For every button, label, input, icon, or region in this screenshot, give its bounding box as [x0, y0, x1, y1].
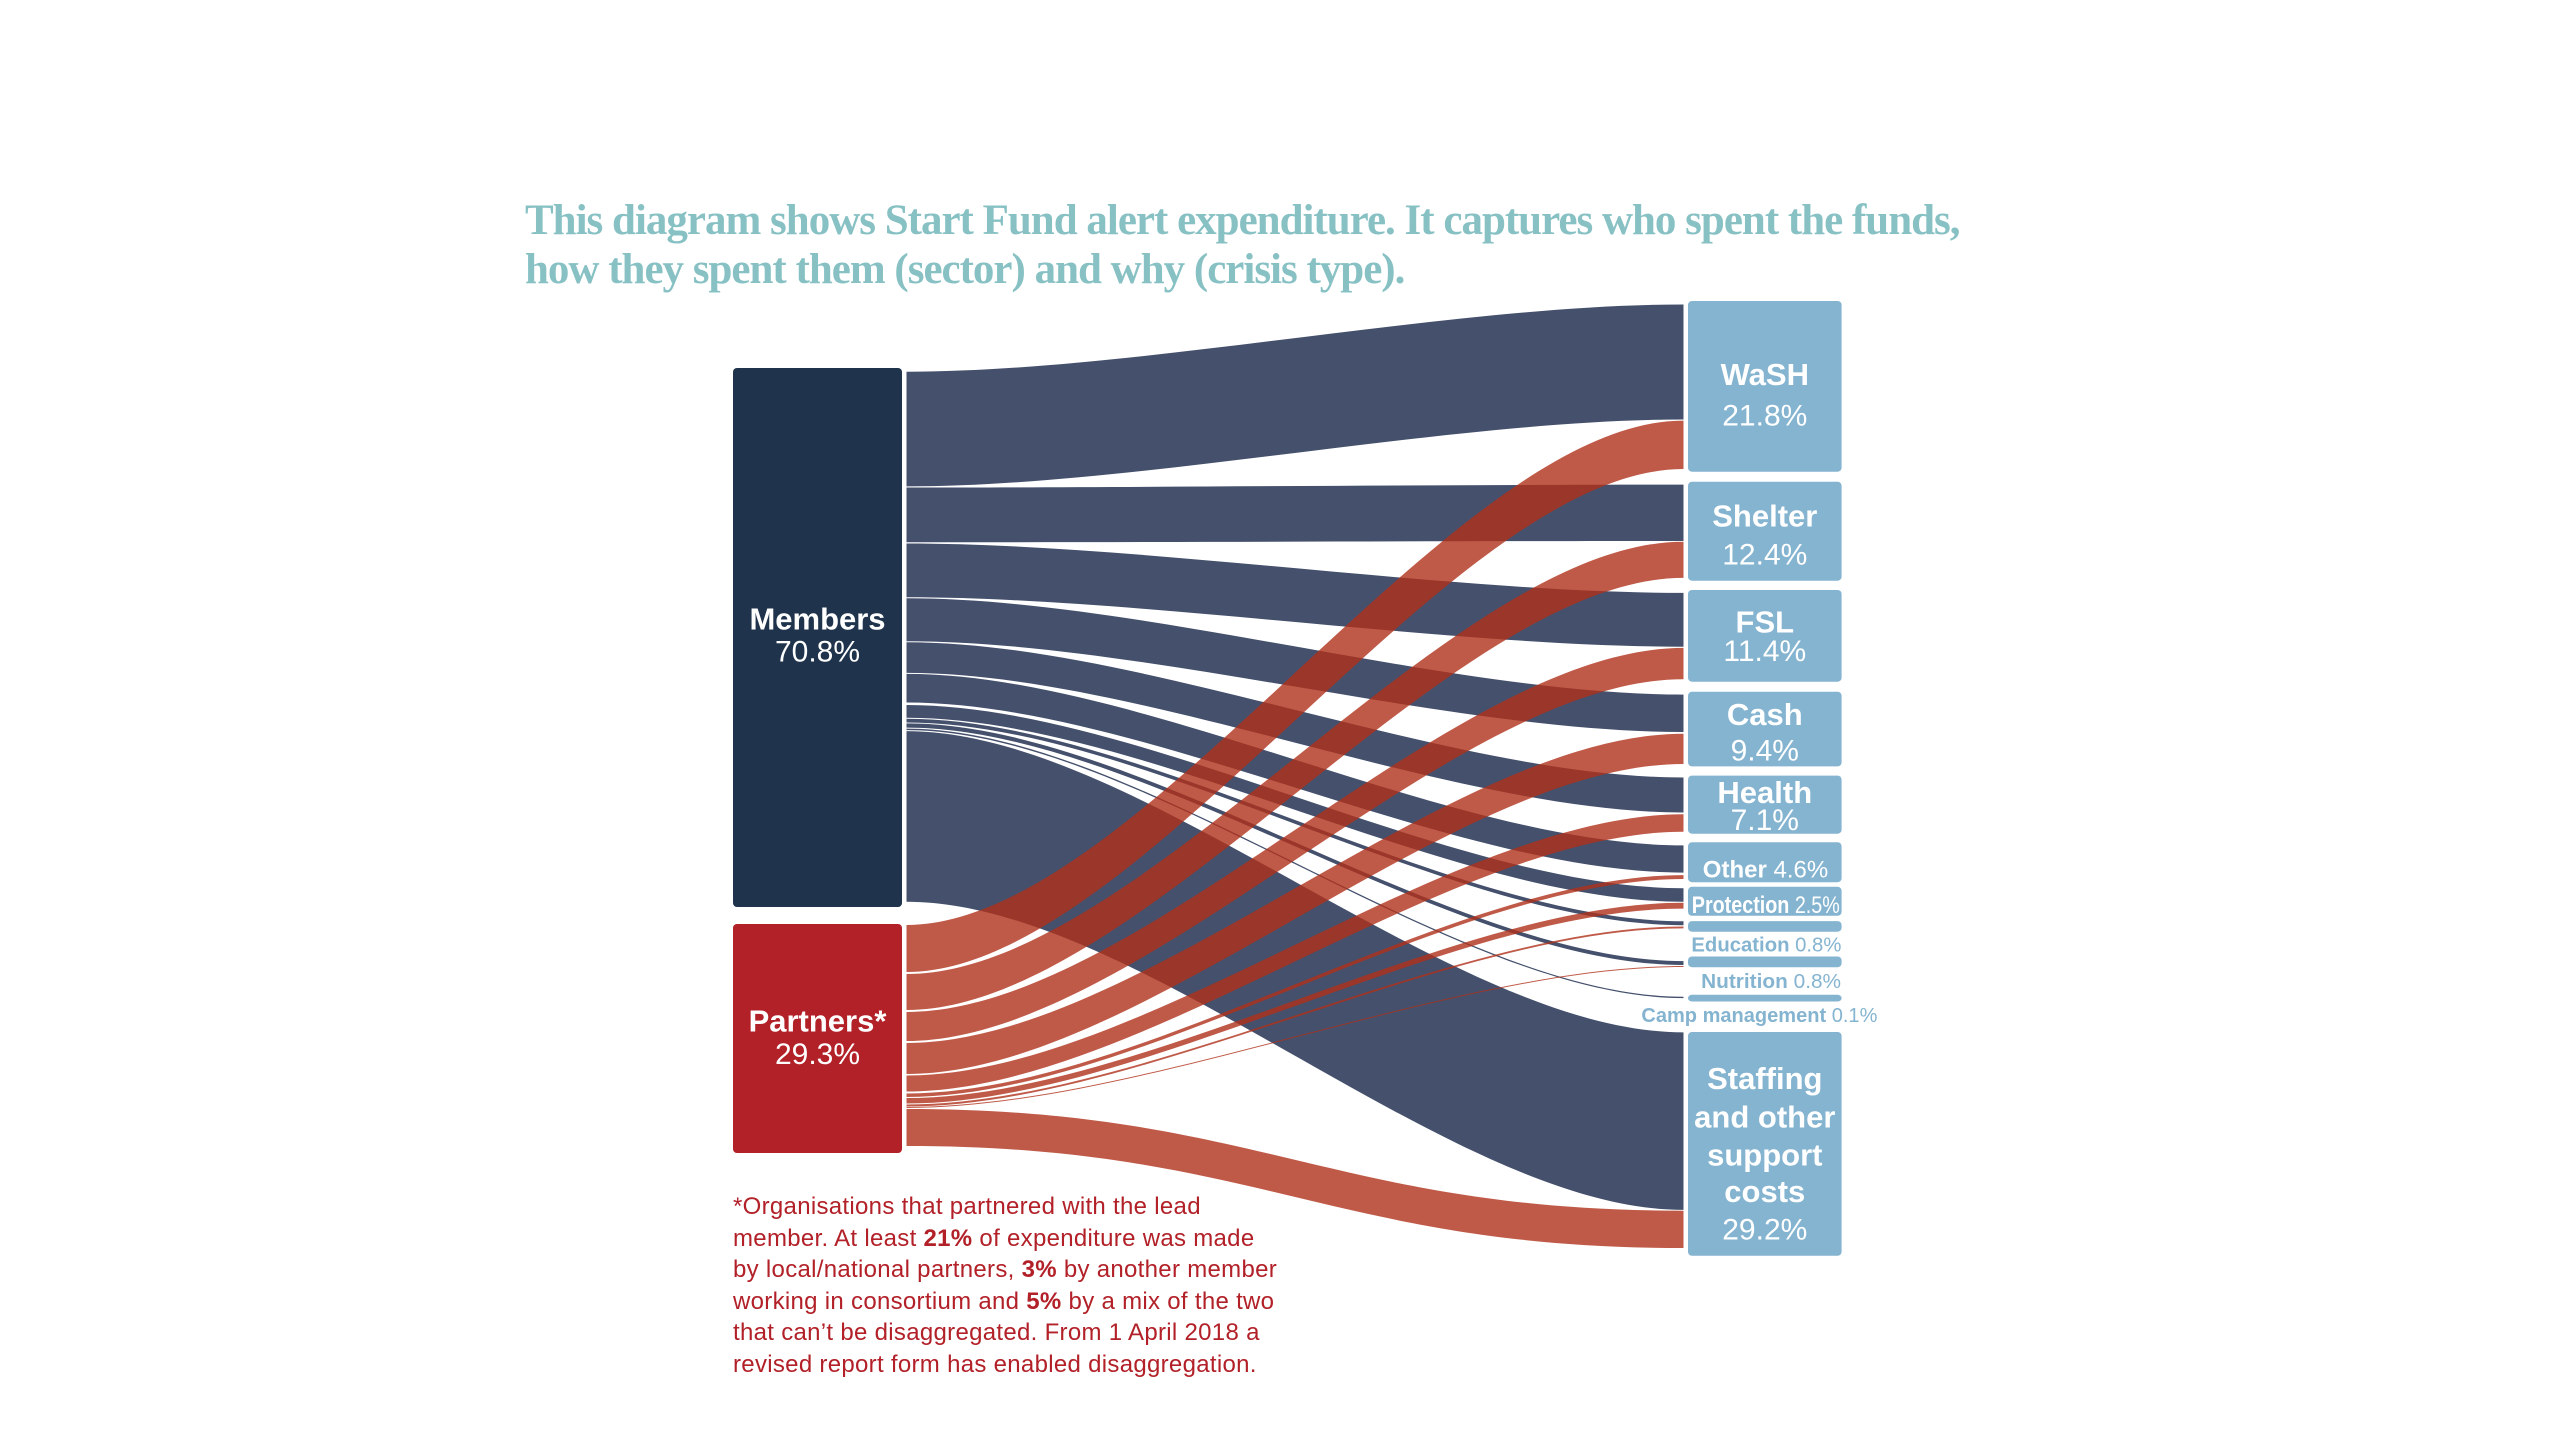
- svg-text:Other 4.6%: Other 4.6%: [1703, 856, 1828, 883]
- svg-text:and other: and other: [1694, 1100, 1835, 1135]
- svg-text:Nutrition 0.8%: Nutrition 0.8%: [1701, 971, 1841, 993]
- svg-text:Shelter: Shelter: [1712, 499, 1817, 534]
- svg-text:WaSH: WaSH: [1721, 357, 1809, 392]
- svg-text:Staffing: Staffing: [1707, 1061, 1822, 1096]
- svg-text:9.4%: 9.4%: [1731, 734, 1799, 767]
- svg-text:29.2%: 29.2%: [1722, 1214, 1807, 1247]
- svg-text:Protection 2.5%: Protection 2.5%: [1692, 892, 1840, 919]
- svg-text:costs: costs: [1724, 1174, 1805, 1209]
- svg-text:FSL: FSL: [1736, 605, 1795, 640]
- svg-text:7.1%: 7.1%: [1731, 804, 1799, 837]
- svg-text:29.3%: 29.3%: [775, 1038, 860, 1071]
- svg-text:70.8%: 70.8%: [775, 635, 860, 668]
- svg-text:support: support: [1707, 1137, 1822, 1172]
- svg-text:Education 0.8%: Education 0.8%: [1691, 934, 1841, 956]
- svg-text:Cash: Cash: [1727, 697, 1803, 732]
- svg-text:11.4%: 11.4%: [1723, 635, 1806, 668]
- svg-text:Members: Members: [749, 602, 885, 637]
- svg-text:Partners*: Partners*: [749, 1003, 888, 1038]
- svg-text:Health: Health: [1717, 775, 1812, 810]
- svg-text:21.8%: 21.8%: [1722, 400, 1807, 433]
- svg-text:Camp management 0.1%: Camp management 0.1%: [1641, 1005, 1877, 1027]
- svg-text:12.4%: 12.4%: [1722, 539, 1807, 572]
